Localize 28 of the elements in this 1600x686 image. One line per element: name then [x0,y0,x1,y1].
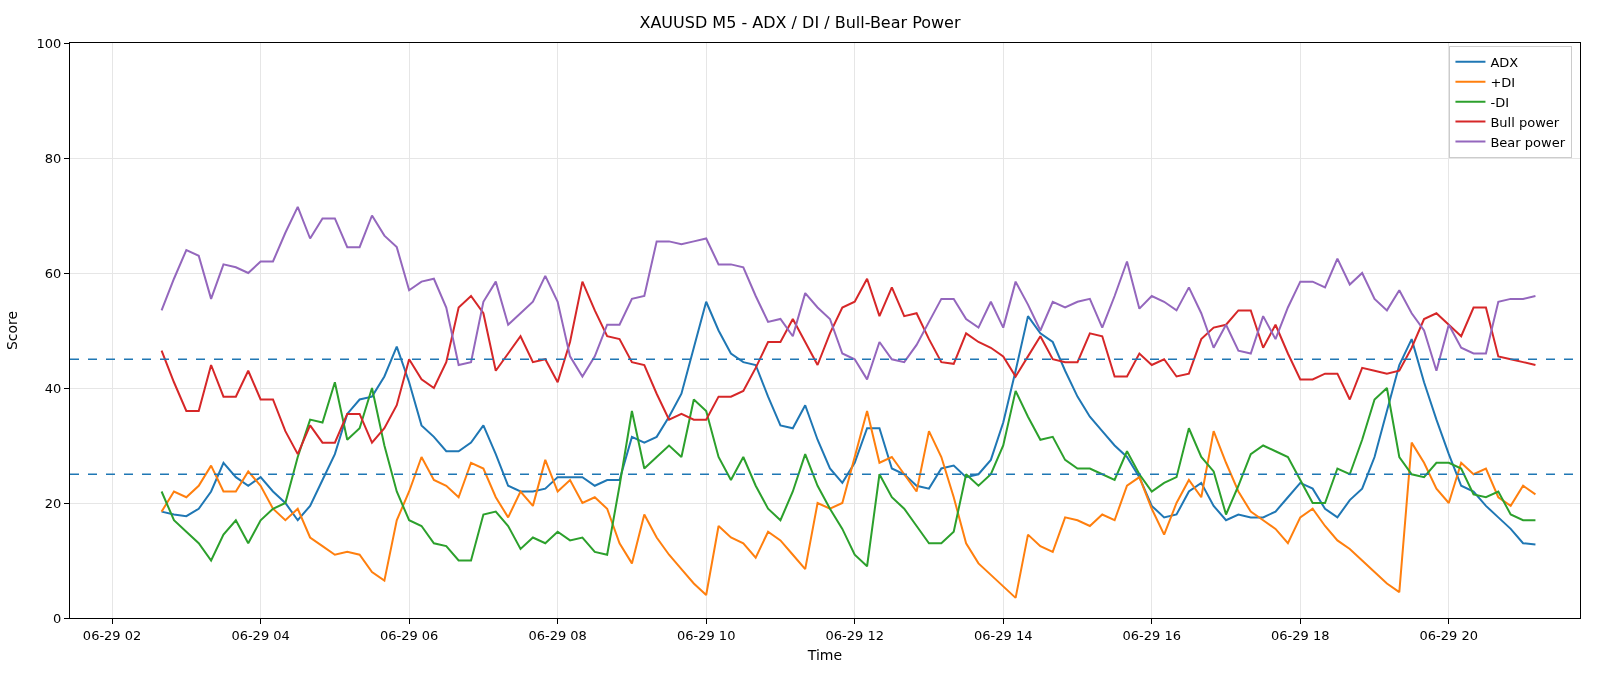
y-tick-label: 60 [44,265,62,281]
line-series [160,277,1537,456]
legend-label: +DI [1490,74,1516,90]
x-tick-label: 06-29 16 [1122,627,1181,643]
legend-label: -DI [1490,94,1509,110]
legend-label: Bear power [1490,134,1566,150]
x-tick-label: 06-29 18 [1271,627,1330,643]
y-tick-label: 0 [53,610,62,626]
x-tick-label: 06-29 02 [82,627,142,643]
x-tick-label: 06-29 08 [528,627,587,643]
y-tick-label: 80 [44,150,62,166]
line-series [160,205,1537,381]
x-tick-label: 06-29 04 [231,627,290,643]
legend-label: ADX [1490,54,1519,70]
x-tick-label: 06-29 06 [379,627,439,643]
legend-label: Bull power [1490,114,1560,130]
x-tick-label: 06-29 10 [676,627,736,643]
line-series [160,410,1537,599]
line-series [160,381,1537,568]
y-axis-title: Score [4,310,21,351]
chart-title: XAUUSD M5 - ADX / DI / Bull-Bear Power [639,13,961,33]
x-tick-label: 06-29 20 [1419,627,1479,643]
x-axis-title: Time [806,647,843,663]
x-tick-label: 06-29 12 [825,627,884,643]
y-tick-label: 40 [44,380,62,396]
y-tick-label: 20 [44,495,62,511]
y-tick-label: 100 [36,35,62,51]
x-tick-label: 06-29 14 [974,627,1033,643]
